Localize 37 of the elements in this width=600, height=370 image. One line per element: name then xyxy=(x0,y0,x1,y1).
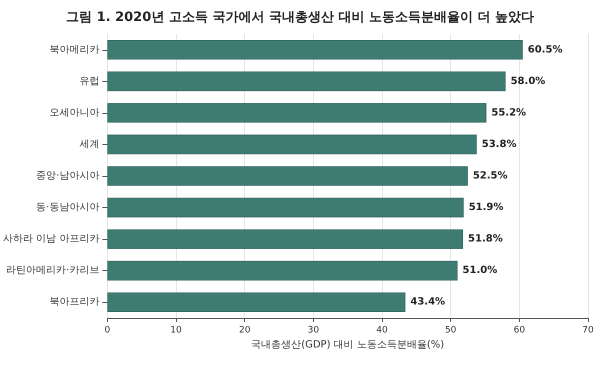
bar xyxy=(107,103,486,123)
x-tick-label: 40 xyxy=(376,326,388,336)
data-label: 60.5% xyxy=(528,44,562,56)
y-tick-label: 동·동남아시아 xyxy=(36,202,100,214)
y-tick-label: 오세아니아 xyxy=(49,107,100,118)
y-tick-label: 북아메리카 xyxy=(49,44,100,56)
data-label: 51.8% xyxy=(468,234,503,245)
y-tick-label: 세계 xyxy=(79,138,100,150)
data-label: 55.2% xyxy=(491,107,526,118)
bar xyxy=(107,260,458,280)
y-tick-label: 북아프리카 xyxy=(49,296,100,308)
x-tick-label: 0 xyxy=(104,326,110,336)
data-label: 53.8% xyxy=(482,138,516,150)
x-axis-title: 국내총생산(GDP) 대비 노동소득분배율(%) xyxy=(251,339,444,350)
bar xyxy=(107,72,506,92)
x-tick-label: 20 xyxy=(238,326,251,336)
chart-title: 그림 1. 2020년 고소득 국가에서 국내총생산 대비 노동소득분배율이 더 높았다 xyxy=(66,10,534,25)
bar xyxy=(107,166,468,186)
x-tick-label: 30 xyxy=(308,326,320,336)
data-label: 52.5% xyxy=(472,170,508,182)
bar xyxy=(107,229,464,249)
data-label: 43.4% xyxy=(410,296,446,308)
y-tick-label: 유럽 xyxy=(79,76,100,87)
bar xyxy=(107,40,523,60)
data-label: 51.9% xyxy=(468,202,504,214)
bar xyxy=(107,292,406,312)
data-label: 51.0% xyxy=(462,265,498,276)
bar xyxy=(107,198,464,218)
y-tick-label: 라틴아메리카·카리브 xyxy=(6,265,100,276)
data-label: 58.0% xyxy=(510,76,546,87)
y-tick-label: 중앙·남아시아 xyxy=(36,170,100,182)
y-tick-label: 사하라 이남 아프리카 xyxy=(3,234,100,245)
x-tick-label: 70 xyxy=(582,326,594,336)
x-tick-label: 60 xyxy=(514,326,526,336)
x-tick-label: 50 xyxy=(444,326,457,336)
bar xyxy=(107,134,477,154)
x-tick-label: 10 xyxy=(170,326,182,336)
